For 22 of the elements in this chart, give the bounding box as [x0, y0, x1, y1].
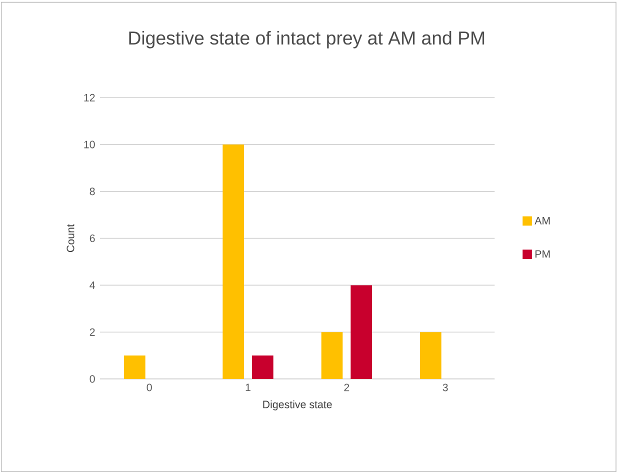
x-tick-label: 3 [442, 384, 448, 392]
chart-title: Digestive state of intact prey at AM and PM [129, 30, 484, 48]
legend-label: PM [535, 250, 550, 258]
bar [124, 356, 146, 379]
bar [321, 332, 343, 379]
y-tick-label: 6 [90, 234, 95, 242]
x-tick-label: 1 [246, 384, 250, 392]
x-tick-label: 0 [146, 384, 152, 392]
bar [350, 285, 372, 379]
y-tick-label: 10 [84, 140, 95, 148]
y-tick-label: 8 [90, 188, 95, 196]
y-tick-label: 12 [84, 94, 95, 102]
legend-label: AM [534, 216, 550, 224]
y-tick-label: 0 [90, 375, 95, 383]
y-tick-label: 2 [90, 328, 95, 336]
y-axis-title: Count [66, 224, 74, 252]
x-tick-label: 2 [344, 384, 350, 392]
bar [252, 356, 274, 379]
x-axis-title: Digestive state [263, 400, 332, 410]
bar [222, 144, 244, 379]
bar [420, 332, 442, 379]
y-tick-label: 4 [90, 282, 95, 289]
